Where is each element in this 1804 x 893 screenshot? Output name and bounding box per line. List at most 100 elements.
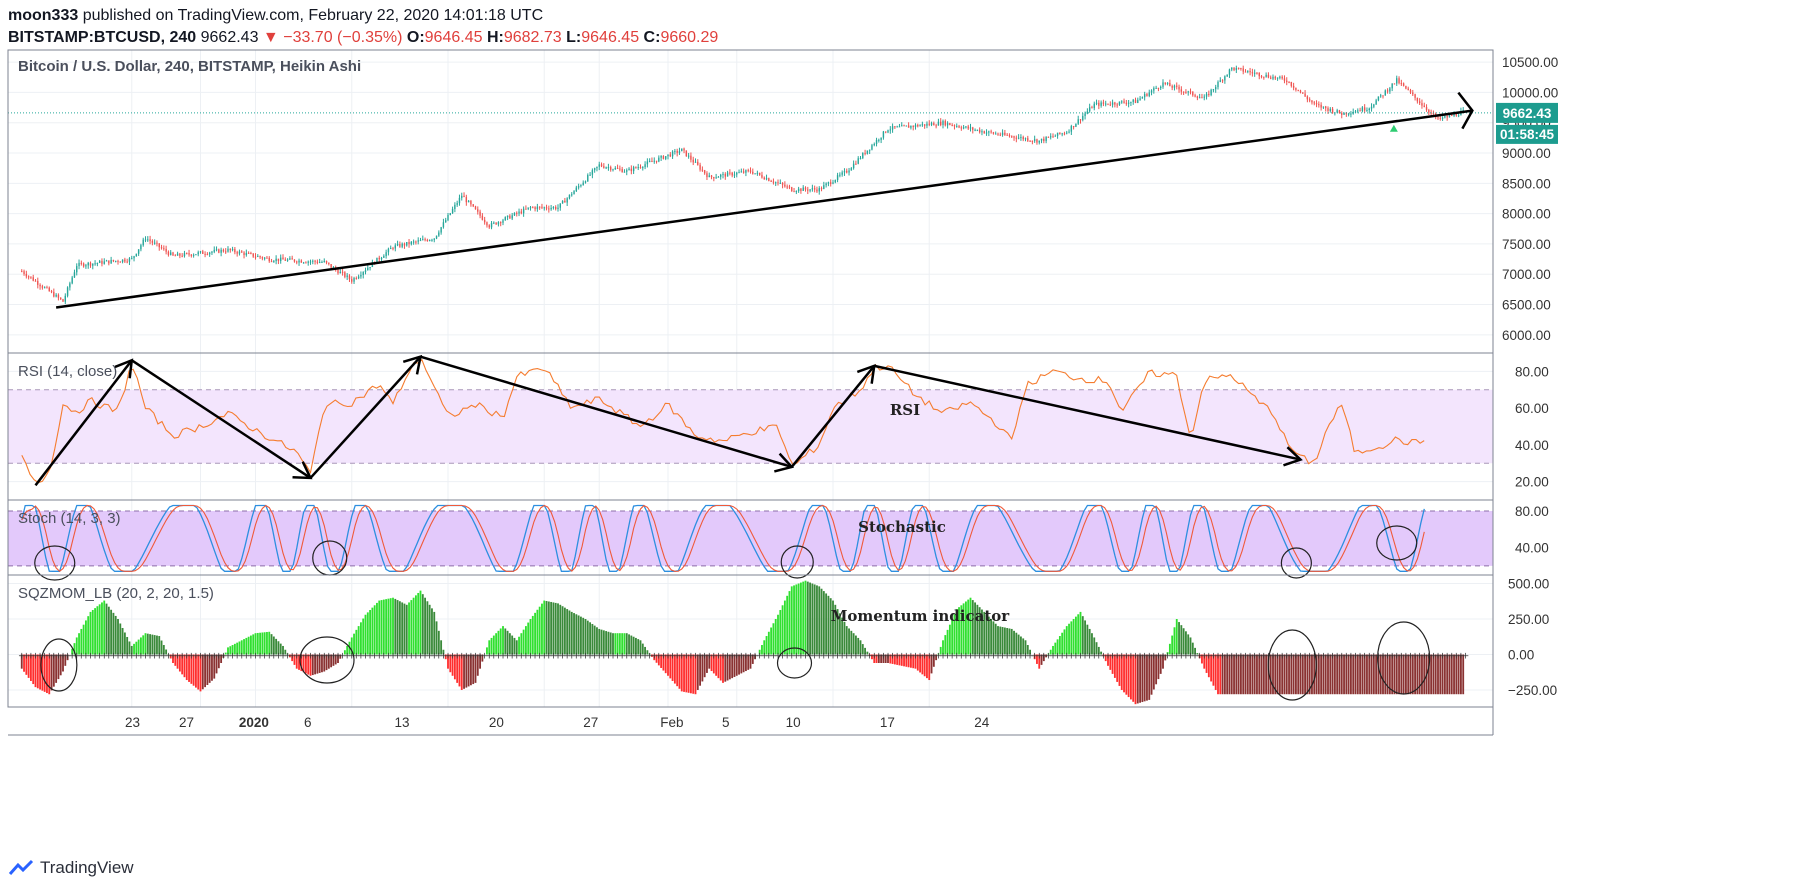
momentum-bar: [183, 654, 186, 678]
momentum-bar: [696, 654, 699, 690]
momentum-axis-label: 0.00: [1508, 647, 1534, 662]
momentum-bar: [680, 654, 683, 692]
price-axis-label: 8000.00: [1502, 207, 1551, 222]
squeeze-dot: +: [417, 651, 425, 661]
momentum-bar: [323, 654, 326, 672]
momentum-bar: [1217, 654, 1219, 695]
squeeze-dot: +: [1095, 651, 1103, 661]
momentum-bar: [1047, 653, 1050, 655]
tradingview-logo[interactable]: TradingView: [8, 858, 134, 878]
price-candle: [1022, 137, 1024, 140]
squeeze-dot: +: [224, 651, 232, 661]
price-candle: [87, 262, 89, 266]
momentum-bar: [373, 605, 376, 655]
price-candle: [1180, 89, 1183, 92]
momentum-bar: [907, 654, 910, 668]
price-candle: [612, 169, 614, 171]
price-candle: [749, 170, 752, 172]
price-candle: [1418, 101, 1421, 104]
momentum-bar: [1434, 654, 1437, 695]
momentum-bar: [453, 654, 456, 680]
momentum-bar: [112, 612, 115, 655]
momentum-bar: [586, 620, 589, 655]
price-candle: [1015, 137, 1018, 139]
momentum-bar: [137, 639, 140, 655]
momentum-bar: [520, 633, 523, 655]
price-candle: [669, 154, 672, 157]
squeeze-dot: +: [554, 651, 562, 661]
price-candle: [1231, 67, 1233, 70]
squeeze-dot: +: [563, 651, 571, 661]
price-candle: [1251, 72, 1254, 74]
momentum-bar: [607, 631, 610, 655]
momentum-bar: [635, 637, 637, 655]
price-candle: [227, 248, 229, 252]
momentum-bar: [80, 628, 83, 655]
momentum-bar: [651, 654, 653, 657]
price-candle: [488, 225, 490, 228]
price-candle: [903, 125, 905, 127]
squeeze-dot: +: [1379, 651, 1387, 661]
price-candle: [96, 262, 99, 264]
price-candle: [1100, 102, 1102, 106]
price-candle: [582, 182, 584, 186]
price-candle: [1366, 110, 1368, 112]
price-candle: [1118, 101, 1121, 105]
momentum-bar: [981, 609, 983, 655]
price-candle: [1091, 107, 1093, 109]
price-candle: [813, 188, 816, 190]
momentum-bar: [999, 626, 1002, 655]
momentum-bar: [866, 651, 869, 655]
momentum-bar: [144, 633, 147, 655]
momentum-bar: [536, 609, 539, 655]
price-candle: [988, 131, 990, 133]
price-candle: [504, 217, 507, 221]
price-candle: [687, 155, 690, 157]
squeeze-dot: +: [114, 651, 122, 661]
squeeze-dot: +: [1100, 651, 1108, 661]
price-candle: [236, 252, 238, 254]
price-candle: [763, 177, 765, 180]
momentum-bar: [962, 603, 965, 655]
squeeze-dot: +: [476, 651, 484, 661]
squeeze-dot: +: [1246, 651, 1254, 661]
momentum-bar: [683, 654, 685, 692]
momentum-bar: [745, 654, 747, 672]
price-candle: [745, 170, 747, 173]
trendline: [55, 109, 1473, 309]
countdown-tag-label: 01:58:45: [1500, 127, 1555, 142]
momentum-bar: [515, 640, 518, 655]
price-candle: [671, 151, 674, 157]
squeeze-dot: +: [719, 651, 727, 661]
momentum-bar: [387, 598, 390, 655]
squeeze-dot: +: [747, 651, 755, 661]
price-candle: [571, 194, 573, 196]
price-candle: [994, 133, 997, 135]
momentum-bar: [499, 628, 502, 655]
squeeze-dot: +: [1443, 651, 1451, 661]
price-candle: [302, 262, 305, 264]
momentum-bar: [133, 643, 135, 655]
price-candle: [412, 241, 415, 243]
price-candle: [1095, 102, 1098, 104]
price-candle: [644, 164, 646, 168]
price-candle: [1297, 89, 1299, 91]
price-candle: [222, 249, 225, 252]
squeeze-dot: +: [371, 651, 379, 661]
price-candle: [816, 189, 818, 192]
price-candle: [502, 220, 504, 223]
momentum-bar: [1008, 628, 1011, 655]
momentum-bar: [343, 650, 346, 655]
momentum-bar: [793, 585, 795, 655]
squeeze-dot: +: [1132, 651, 1140, 661]
price-axis-label: 10000.00: [1502, 85, 1558, 100]
price-candle: [946, 123, 949, 126]
price-candle: [190, 254, 193, 256]
momentum-bar: [845, 626, 848, 655]
momentum-bar: [46, 654, 48, 694]
momentum-bar: [974, 602, 976, 655]
author-name[interactable]: moon333: [8, 7, 79, 24]
momentum-bar: [181, 654, 184, 675]
momentum-bar: [1366, 654, 1368, 695]
